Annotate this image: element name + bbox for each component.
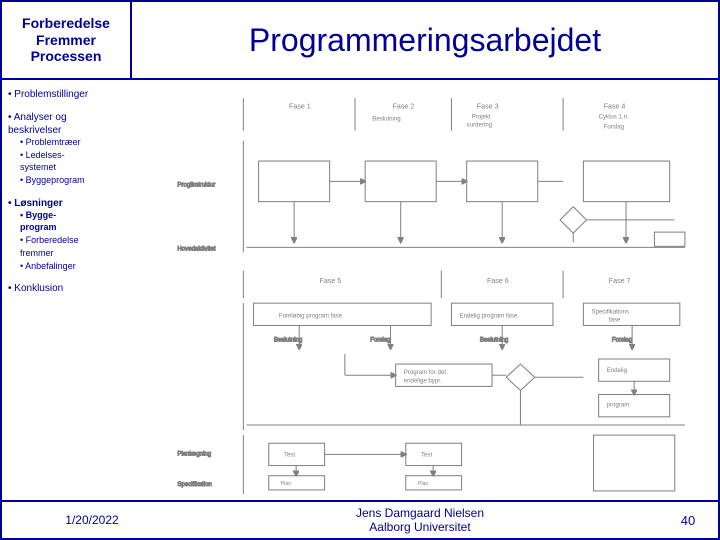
flowchart-diagram: Proglimtruktur Hovedaktivitet (136, 90, 706, 496)
svg-text:Beslutning: Beslutning (480, 337, 508, 344)
svg-text:Forslag: Forslag (370, 337, 390, 344)
svg-text:endelige bypr.: endelige bypr. (404, 377, 442, 384)
sidebar-label: • Løsninger (8, 197, 126, 210)
svg-text:Specifikations: Specifikations (592, 308, 630, 315)
sidebar-sub: program (20, 222, 126, 234)
sidebar-sub: fremmer (20, 248, 126, 260)
footer-date: 1/20/2022 (2, 513, 182, 527)
svg-text:Test: Test (284, 451, 295, 458)
phase-label: Fase 2 (393, 102, 415, 110)
diagram-area: Proglimtruktur Hovedaktivitet (132, 80, 718, 500)
header: Forberedelse Fremmer Processen Programme… (2, 2, 718, 80)
svg-text:Beslutning: Beslutning (274, 337, 302, 344)
sidebar-item: • Løsninger • Bygge- program • Forberede… (8, 197, 126, 272)
svg-text:Forslag: Forslag (604, 124, 624, 131)
svg-text:Specifikation: Specifikation (177, 481, 211, 488)
sidebar-item: • Analyser og beskrivelser • Problemtræe… (8, 111, 126, 187)
header-title: Programmeringsarbejdet (132, 2, 718, 78)
svg-text:Test: Test (421, 451, 432, 458)
phase-label: Fase 1 (289, 102, 311, 110)
svg-text:Planlægning: Planlægning (177, 450, 211, 457)
phase-label: Fase 5 (320, 277, 342, 285)
svg-text:Hovedaktivitet: Hovedaktivitet (177, 245, 215, 252)
author-name: Jens Damgaard Nielsen (182, 506, 658, 520)
svg-text:Projekt: Projekt (472, 113, 491, 120)
phase-label: Fase 4 (604, 102, 626, 110)
sidebar-sub: • Anbefalinger (20, 261, 126, 273)
phase-label: Fase 6 (487, 277, 509, 285)
sidebar-sub: • Bygge- (20, 210, 126, 222)
svg-text:fase: fase (609, 316, 621, 323)
sidebar-item: • Konklusion (8, 282, 126, 295)
subtitle-line: Processen (31, 48, 102, 65)
sidebar-sub: systemet (20, 162, 126, 174)
author-affiliation: Aalborg Universitet (182, 520, 658, 534)
phase-label: Fase 7 (609, 277, 631, 285)
sidebar-sub: • Forberedelse (20, 235, 126, 247)
sidebar-sub: • Problemtræer (20, 137, 126, 149)
svg-text:vurdering: vurdering (467, 122, 492, 129)
footer-page: 40 (658, 513, 718, 528)
subtitle-line: Forberedelse (22, 15, 110, 32)
page-title: Programmeringsarbejdet (249, 22, 601, 59)
svg-text:Plan: Plan (418, 481, 428, 487)
sidebar: • Problemstillinger • Analyser og beskri… (2, 80, 132, 500)
footer-author: Jens Damgaard Nielsen Aalborg Universite… (182, 506, 658, 535)
svg-text:Proglimtruktur: Proglimtruktur (177, 181, 215, 188)
svg-text:program: program (607, 402, 630, 409)
svg-text:Endelig program fase: Endelig program fase (460, 312, 518, 319)
svg-text:Cyklus 1,n: Cyklus 1,n (599, 113, 627, 120)
svg-text:Beslutning: Beslutning (372, 115, 400, 122)
footer: 1/20/2022 Jens Damgaard Nielsen Aalborg … (2, 500, 718, 538)
svg-text:Endelig: Endelig (607, 367, 627, 374)
sidebar-label: beskrivelser (8, 124, 126, 137)
svg-text:Forslag: Forslag (612, 337, 632, 344)
sidebar-label: • Analyser og (8, 111, 126, 124)
sidebar-sub: • Byggeprogram (20, 175, 126, 187)
sidebar-sub: • Ledelses- (20, 150, 126, 162)
svg-text:Program for det: Program for det (404, 369, 447, 376)
phase-label: Fase 3 (477, 102, 499, 110)
subtitle-line: Fremmer (36, 32, 96, 49)
sidebar-item: • Problemstillinger (8, 88, 126, 101)
svg-text:Foreløbig program fase: Foreløbig program fase (279, 312, 343, 319)
svg-text:Plan: Plan (281, 481, 291, 487)
header-subtitle-block: Forberedelse Fremmer Processen (2, 2, 132, 78)
